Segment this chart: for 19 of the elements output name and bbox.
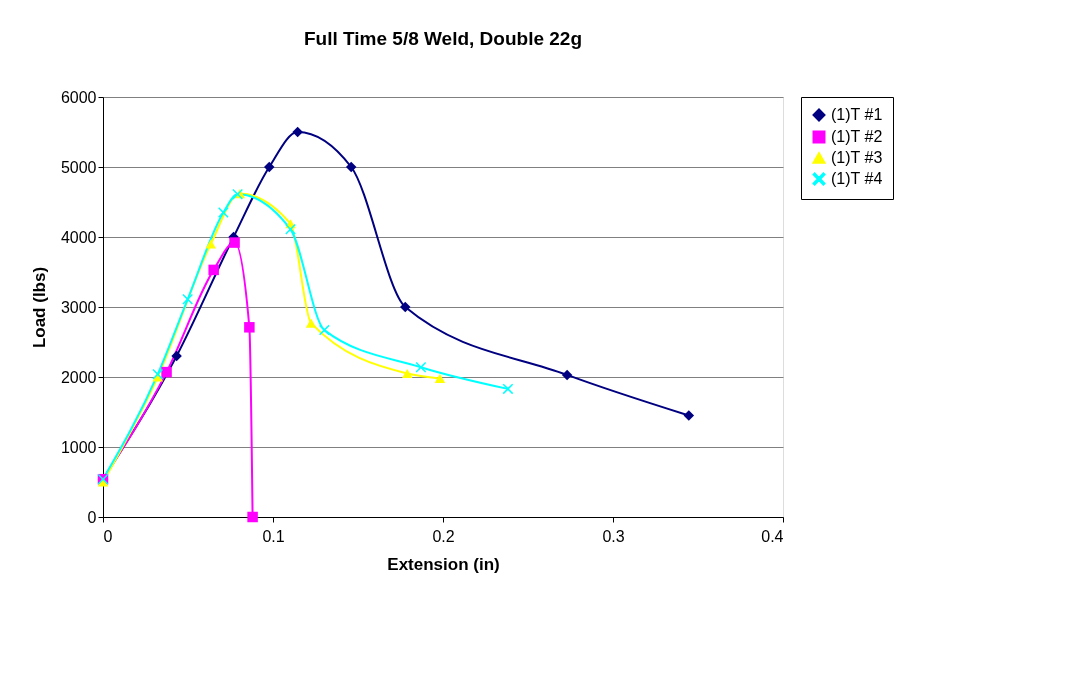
legend-label: (1)T #1 [831,106,883,123]
y-tick-label: 2000 [60,368,97,386]
y-tick-label: 5000 [60,158,97,176]
x-tick-label: 0.4 [761,527,784,545]
y-tick-label: 0 [87,508,97,526]
legend-label: (1)T #3 [831,149,883,166]
y-tick-label: 6000 [60,88,97,106]
y-axis-title: Load (lbs) [29,266,49,349]
y-tick-label: 1000 [60,438,97,456]
y-tick-label: 4000 [60,228,97,246]
x-axis-title: Extension (in) [387,554,500,574]
x-tick-label: 0.3 [602,527,625,545]
y-tick-label: 3000 [60,298,97,316]
legend-label: (1)T #2 [831,128,883,145]
x-tick-label: 0 [103,527,113,545]
x-tick-label: 0.2 [432,527,455,545]
chart-title: Full Time 5/8 Weld, Double 22g [303,28,583,49]
x-tick-label: 0.1 [262,527,285,545]
legend-label: (1)T #4 [831,170,883,187]
